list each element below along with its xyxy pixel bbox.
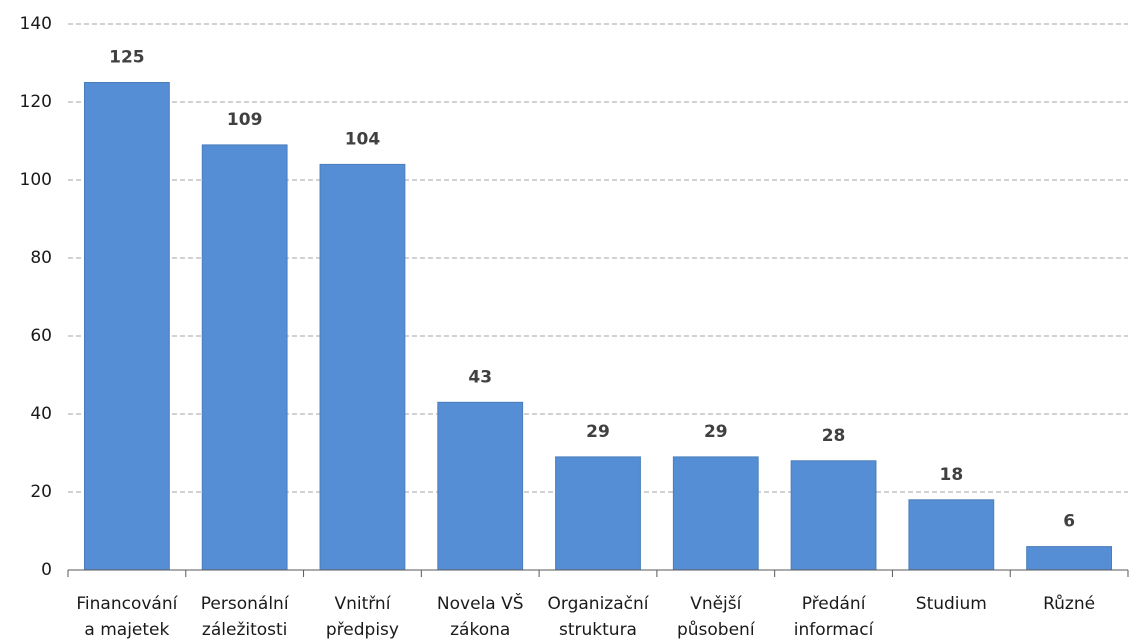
data-label: 28 <box>822 426 846 446</box>
y-tick-label: 0 <box>41 560 52 580</box>
bar <box>437 401 524 571</box>
y-tick-label: 20 <box>30 482 52 502</box>
x-tick-label: Novela VŠ zákona <box>437 592 524 640</box>
y-tick-label: 120 <box>20 92 52 112</box>
bar <box>1026 546 1113 571</box>
y-tick-label: 80 <box>30 248 52 268</box>
x-tick-label: Různé <box>1043 594 1095 614</box>
x-tick-label: Financování a majetek <box>76 594 178 640</box>
y-tick-label: 60 <box>30 326 52 346</box>
x-tick-label: Studium <box>916 594 987 614</box>
bar <box>319 163 406 571</box>
bar <box>672 456 759 571</box>
x-tick-label: Organizační struktura <box>548 594 650 640</box>
data-label: 109 <box>227 110 263 130</box>
bar <box>790 460 877 571</box>
x-tick-label: Vnitřní předpisy <box>326 594 399 640</box>
data-label: 29 <box>704 422 728 442</box>
bar <box>555 456 641 571</box>
data-label: 43 <box>468 367 492 387</box>
y-tick-label: 100 <box>20 170 52 190</box>
x-tick-label: Vnější působení <box>677 594 756 640</box>
x-tick-label: Personální záležitosti <box>201 594 290 640</box>
data-label: 18 <box>939 465 963 485</box>
bar <box>908 499 995 571</box>
data-label: 104 <box>345 129 381 149</box>
data-label: 6 <box>1063 512 1075 532</box>
bar <box>201 144 288 571</box>
data-label: 125 <box>109 48 145 68</box>
y-tick-label: 140 <box>20 14 52 34</box>
bar <box>83 82 170 571</box>
x-tick-label: Předání informací <box>794 594 875 640</box>
y-tick-label: 40 <box>30 404 52 424</box>
data-label: 29 <box>586 422 610 442</box>
